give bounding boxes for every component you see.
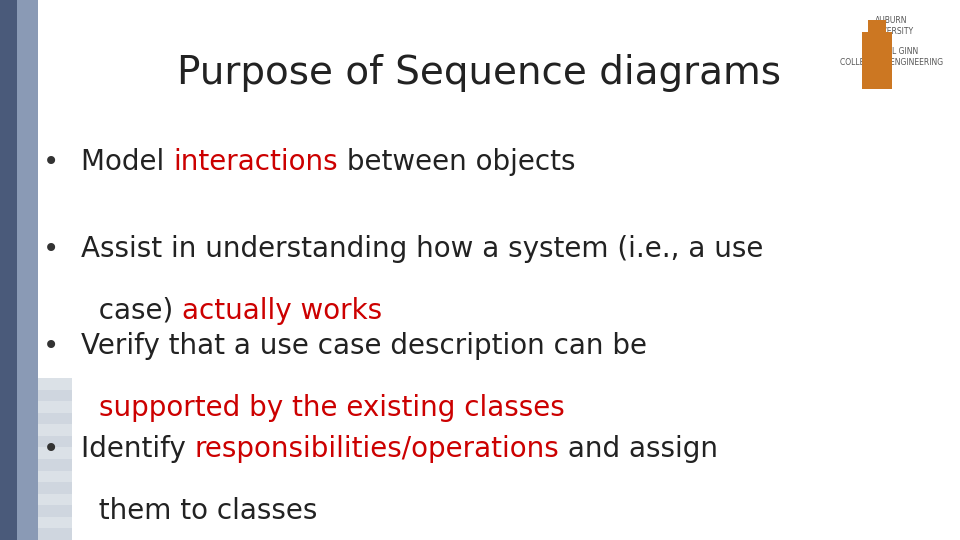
Text: •: • <box>43 332 60 360</box>
Bar <box>0 482 72 494</box>
Bar <box>0 401 72 413</box>
Bar <box>0 448 72 459</box>
Bar <box>0 389 72 401</box>
Text: between objects: between objects <box>338 148 575 177</box>
Bar <box>0 413 72 424</box>
Text: them to classes: them to classes <box>82 497 318 525</box>
Bar <box>0 505 72 517</box>
Text: case): case) <box>82 297 182 325</box>
Bar <box>0 470 72 482</box>
Bar <box>0 436 72 448</box>
Text: and assign: and assign <box>559 435 718 463</box>
Text: Model: Model <box>82 148 174 177</box>
Text: •: • <box>43 148 60 177</box>
Text: AUBURN
UNIVERSITY

SAMUEL GINN
COLLEGE OF ENGINEERING: AUBURN UNIVERSITY SAMUEL GINN COLLEGE OF… <box>840 16 943 67</box>
Bar <box>0 0 17 540</box>
Text: responsibilities/operations: responsibilities/operations <box>195 435 560 463</box>
Bar <box>0 378 72 389</box>
Text: supported by the existing classes: supported by the existing classes <box>99 394 564 422</box>
Text: actually works: actually works <box>182 297 382 325</box>
Text: •: • <box>43 235 60 263</box>
Text: •: • <box>43 435 60 463</box>
Bar <box>0 459 72 470</box>
Bar <box>0 517 72 529</box>
Bar <box>0 424 72 436</box>
Text: interactions: interactions <box>174 148 338 177</box>
Bar <box>17 0 38 540</box>
Text: Assist in understanding how a system (i.e., a use: Assist in understanding how a system (i.… <box>82 235 764 263</box>
Bar <box>0 529 72 540</box>
Text: Identify: Identify <box>82 435 195 463</box>
Text: Verify that a use case description can be: Verify that a use case description can b… <box>82 332 647 360</box>
Bar <box>0 494 72 505</box>
Text: Purpose of Sequence diagrams: Purpose of Sequence diagrams <box>178 54 781 92</box>
